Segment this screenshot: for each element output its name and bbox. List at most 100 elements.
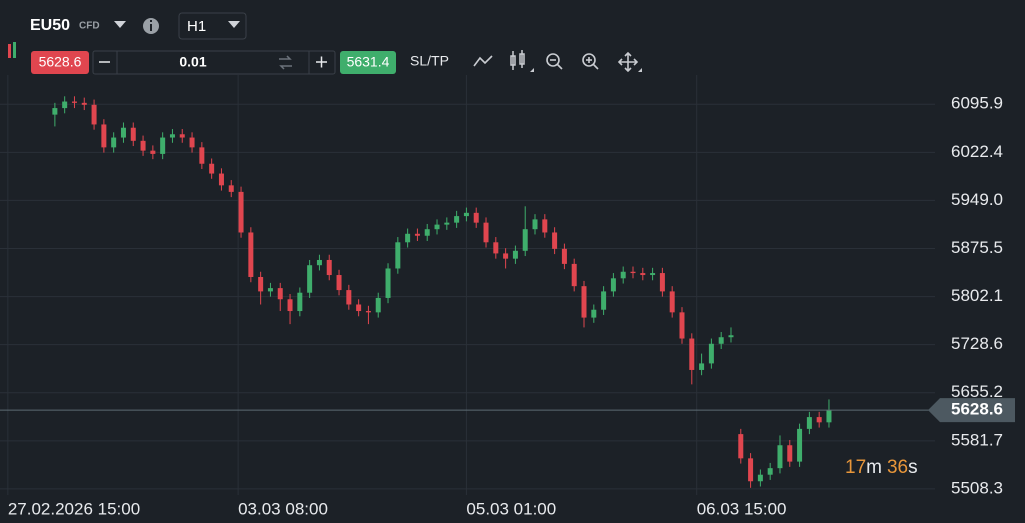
timeframe-select[interactable] [178, 12, 247, 40]
candle-body [532, 219, 538, 230]
candle-body [708, 343, 714, 364]
candle-body [797, 428, 803, 462]
candle-body [169, 134, 175, 138]
candle-body [503, 253, 509, 259]
candle-body [209, 163, 215, 174]
candle-body [277, 288, 283, 300]
candle-body [71, 101, 77, 103]
candle-body [307, 265, 313, 293]
candle-body [669, 291, 675, 313]
candle-body [52, 108, 58, 115]
corner-mark [638, 68, 642, 72]
candle-body [218, 173, 224, 186]
y-tick-label: 5655.2 [951, 382, 1003, 401]
candle-body [238, 191, 244, 233]
last-price-tag [928, 398, 1015, 423]
candle-countdown: 17m 36s [845, 457, 918, 478]
candle-body [659, 273, 665, 292]
candle-body [267, 288, 273, 292]
candle-body [767, 468, 773, 475]
candle-body [365, 311, 371, 313]
candle-body [610, 278, 616, 292]
sell-button[interactable] [31, 51, 89, 74]
pan-icon[interactable] [617, 51, 639, 73]
symbol[interactable]: EU50 [30, 17, 70, 34]
x-tick-label: 03.03 08:00 [238, 499, 328, 518]
candle-body [297, 292, 303, 312]
candle-body [434, 224, 440, 230]
candle-body [356, 304, 362, 312]
candle-body [62, 101, 68, 109]
candle-body [748, 458, 754, 482]
candle-body [287, 299, 293, 312]
y-tick-label: 5581.7 [951, 430, 1003, 449]
corner-mark [530, 68, 534, 72]
candle-body [806, 417, 812, 429]
candle-body [542, 219, 548, 233]
candle-body [512, 250, 518, 259]
candle-body [777, 445, 783, 469]
candle-body [787, 445, 793, 462]
zoom-out-icon[interactable] [546, 53, 563, 70]
mini-candle [13, 42, 16, 58]
candle-body [248, 232, 254, 277]
candle-body [561, 248, 567, 264]
candle-body [738, 434, 744, 459]
candle-body [816, 417, 822, 423]
candle-body [757, 474, 763, 482]
x-tick-label: 05.03 01:00 [466, 499, 556, 518]
candle-body [473, 212, 479, 223]
y-tick-label: 6022.4 [951, 142, 1003, 161]
candle-body [189, 137, 195, 148]
top-toolbar: EU50 CFD H1 [30, 12, 247, 40]
instrument-type: CFD [79, 21, 100, 32]
candle-body [620, 271, 626, 279]
candle-body [81, 102, 87, 105]
candle-body [601, 291, 607, 310]
last-price-label: 5628.6 [951, 400, 1003, 419]
candle-body [483, 222, 489, 243]
candle-body [179, 134, 185, 138]
buy-button[interactable] [340, 51, 396, 74]
candle-body [454, 216, 460, 223]
candle-body [463, 212, 469, 217]
candle-body [699, 363, 705, 370]
x-tick-label: 27.02.2026 15:00 [8, 499, 140, 518]
candle-body [346, 290, 352, 305]
candle-body [258, 276, 264, 292]
line-chart-icon[interactable] [473, 55, 493, 67]
info-icon-glyph [150, 24, 152, 31]
candle-body [91, 104, 97, 125]
candle-body [728, 335, 734, 338]
candle-body [581, 286, 587, 318]
candle-body [316, 259, 322, 266]
countdown-seconds: 36 [887, 457, 908, 478]
candle-body [650, 273, 656, 276]
candle-body [140, 140, 146, 151]
lot-input[interactable] [92, 50, 336, 75]
info-icon-dot [150, 20, 152, 22]
candle-body [552, 232, 558, 249]
lot-value: 0.01 [179, 54, 206, 70]
candle-body [375, 297, 381, 313]
candle-body [199, 147, 205, 164]
candle-type-icon[interactable] [510, 50, 525, 70]
swap-icon[interactable] [279, 55, 292, 70]
candle-body [493, 242, 499, 254]
candle-body [689, 338, 695, 370]
sltp-button[interactable]: SL/TP [410, 53, 449, 69]
y-tick-label: 5728.6 [951, 334, 1003, 353]
plus-button[interactable] [316, 56, 327, 68]
candle-body [160, 137, 166, 154]
candle-body [326, 259, 332, 276]
mini-candle [8, 44, 11, 58]
symbol-dropdown[interactable] [114, 21, 126, 28]
timeframe: H1 [187, 18, 206, 35]
zoom-in-icon[interactable] [582, 53, 599, 70]
candle-body [718, 337, 724, 344]
sell-price: 5628.6 [39, 54, 82, 70]
timeframe-dropdown [228, 21, 240, 28]
candle-body [424, 229, 430, 236]
